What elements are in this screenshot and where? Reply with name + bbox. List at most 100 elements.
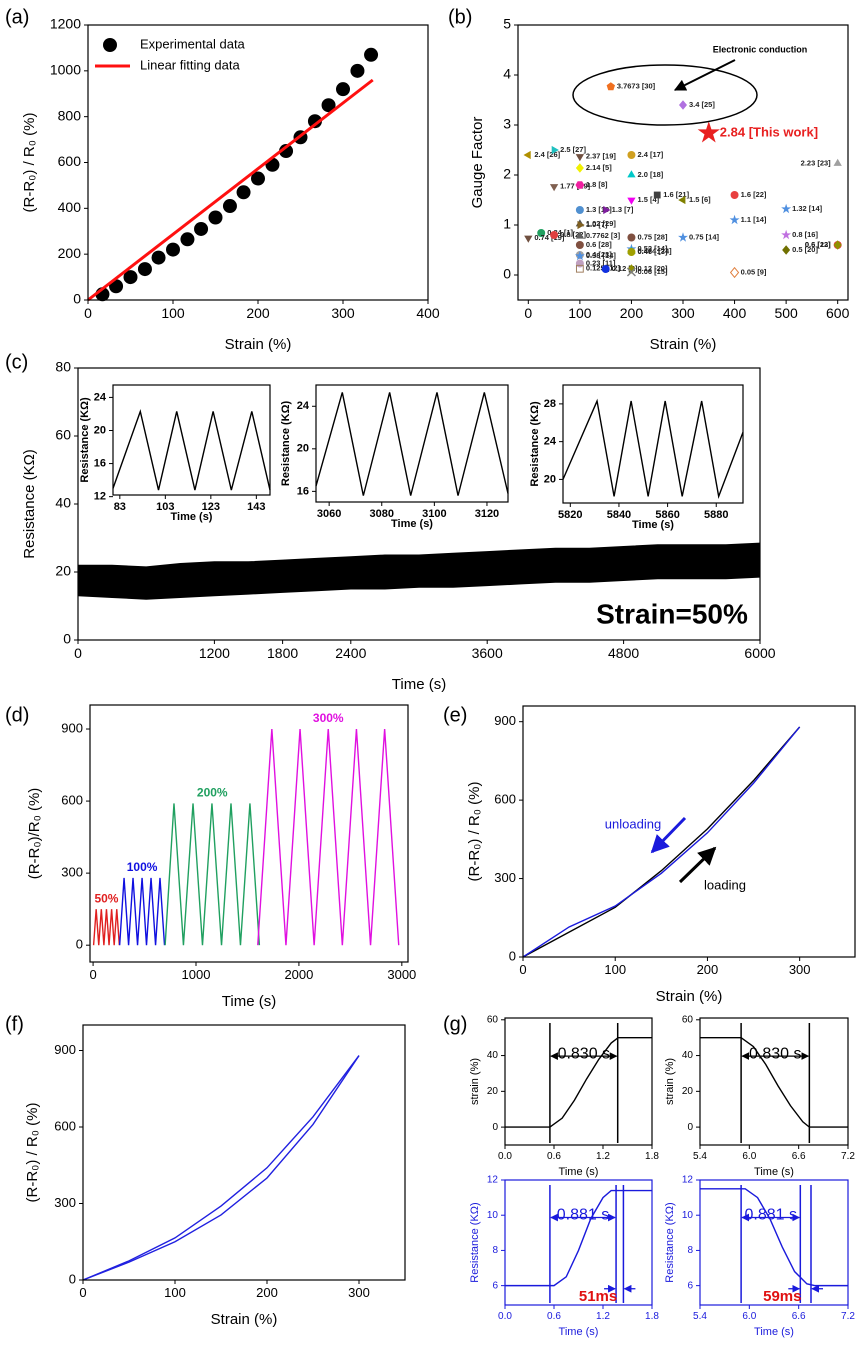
plot-frame	[504, 1017, 653, 1146]
data-label: 2.37 [19]	[586, 151, 617, 160]
marker	[575, 259, 584, 268]
y-tick-label: 12	[487, 1175, 499, 1186]
y-tick-label: 0	[76, 937, 83, 952]
interval-label: 0.881 s	[557, 1207, 609, 1224]
y-tick-label: 40	[55, 495, 71, 511]
marker	[523, 150, 531, 160]
marker	[364, 47, 379, 62]
y-tick-label: 1	[503, 216, 511, 232]
x-tick-label: 1.2	[596, 1151, 610, 1162]
data-label: 2.23 [23]	[801, 158, 832, 167]
data-label: 1.5 [6]	[689, 195, 711, 204]
y-axis-label: Resistance (KΩ)	[79, 397, 91, 483]
x-tick-label: 3080	[370, 508, 394, 520]
marker	[236, 185, 251, 200]
x-tick-label: 7.2	[841, 1151, 855, 1162]
x-tick-label: 0.0	[498, 1151, 512, 1162]
series-line	[87, 78, 374, 302]
y-axis-label: Gauge Factor	[469, 117, 486, 209]
x-tick-label: 0.6	[547, 1151, 561, 1162]
marker	[251, 171, 265, 186]
y-tick-label: 40	[487, 1050, 499, 1061]
plot-frame	[87, 24, 429, 301]
marker	[678, 232, 688, 242]
y-tick-label: 20	[55, 563, 71, 579]
series-label: 200%	[197, 786, 228, 800]
y-tick-label: 6	[492, 1280, 498, 1291]
y-tick-label: 1200	[50, 16, 81, 32]
marker	[137, 262, 152, 277]
x-tick-label: 3600	[472, 645, 503, 661]
y-tick-label: 20	[297, 443, 309, 455]
series-arrow	[678, 846, 717, 884]
data-label: 0.8 [16]	[792, 230, 818, 239]
x-axis-label: Strain (%)	[211, 1311, 278, 1328]
y-tick-label: 24	[94, 391, 107, 403]
y-tick-label: 0	[63, 631, 71, 647]
x-tick-label: 200	[697, 962, 719, 977]
data-label: 0.23 [11]	[586, 258, 616, 267]
data-label: 2.4 [26]	[534, 150, 560, 159]
x-axis-label: Strain (%)	[225, 336, 292, 353]
y-tick-label: 900	[61, 720, 83, 735]
data-label: 0.75 [14]	[689, 232, 720, 241]
y-tick-label: 4	[503, 66, 511, 82]
series-line	[257, 728, 400, 946]
marker	[653, 191, 661, 199]
data-label: 3.4 [25]	[689, 100, 715, 109]
data-label: 0.84 [1]	[547, 228, 573, 237]
x-tick-label: 100	[161, 305, 185, 321]
y-tick-label: 900	[494, 713, 516, 728]
data-label: 2.0 [18]	[637, 170, 663, 179]
x-tick-label: 2000	[284, 967, 313, 982]
x-axis-label: Strain (%)	[656, 988, 723, 1005]
y-axis-label: strain (%)	[664, 1058, 676, 1105]
x-axis-label: Time (s)	[754, 1326, 794, 1338]
x-tick-label: 3060	[317, 508, 341, 520]
series-arrow	[650, 816, 687, 854]
y-tick-label: 300	[61, 865, 83, 880]
data-label: 1.02 [29]	[586, 219, 617, 228]
marker	[627, 197, 636, 205]
x-tick-label: 6.6	[792, 1151, 806, 1162]
panel-label: (f)	[5, 1013, 24, 1035]
series-line	[112, 408, 271, 491]
marker	[601, 265, 610, 273]
x-tick-label: 100	[568, 305, 592, 321]
x-tick-label: 0	[74, 645, 82, 661]
plot-frame	[112, 384, 271, 496]
panel-label: (d)	[5, 704, 29, 726]
data-label: 2.84 [This work]	[720, 124, 818, 139]
y-tick-label: 300	[54, 1195, 76, 1210]
marker	[729, 266, 740, 279]
series-line	[82, 1055, 360, 1281]
annotation: Electronic conduction	[713, 44, 808, 54]
plot-frame	[89, 704, 409, 963]
marker	[321, 98, 336, 113]
marker	[729, 214, 740, 225]
y-tick-label: 0	[73, 291, 81, 307]
data-label: 2.4 [17]	[637, 150, 663, 159]
plot-frame	[699, 1179, 849, 1306]
series-line	[82, 1055, 360, 1281]
y-tick-label: 10	[682, 1210, 694, 1221]
x-tick-label: 3000	[387, 967, 416, 982]
marker	[279, 144, 294, 159]
x-tick-label: 100	[604, 962, 626, 977]
data-label: 0.12 [20]	[637, 264, 668, 273]
series-line	[505, 1036, 652, 1128]
marker	[627, 151, 636, 159]
x-tick-label: 0	[524, 305, 532, 321]
marker	[627, 233, 636, 242]
marker	[627, 264, 636, 274]
interval-label: 0.830 s	[749, 1045, 801, 1062]
x-tick-label: 200	[246, 305, 270, 321]
data-label: 1.3 [10]	[586, 205, 612, 214]
marker	[575, 241, 584, 249]
x-tick-label: 1200	[199, 645, 230, 661]
x-axis-label: Time (s)	[391, 518, 433, 530]
marker	[575, 154, 585, 162]
marker	[550, 231, 559, 239]
y-axis-label: Resistance (KΩ)	[529, 401, 541, 487]
marker	[166, 242, 180, 257]
